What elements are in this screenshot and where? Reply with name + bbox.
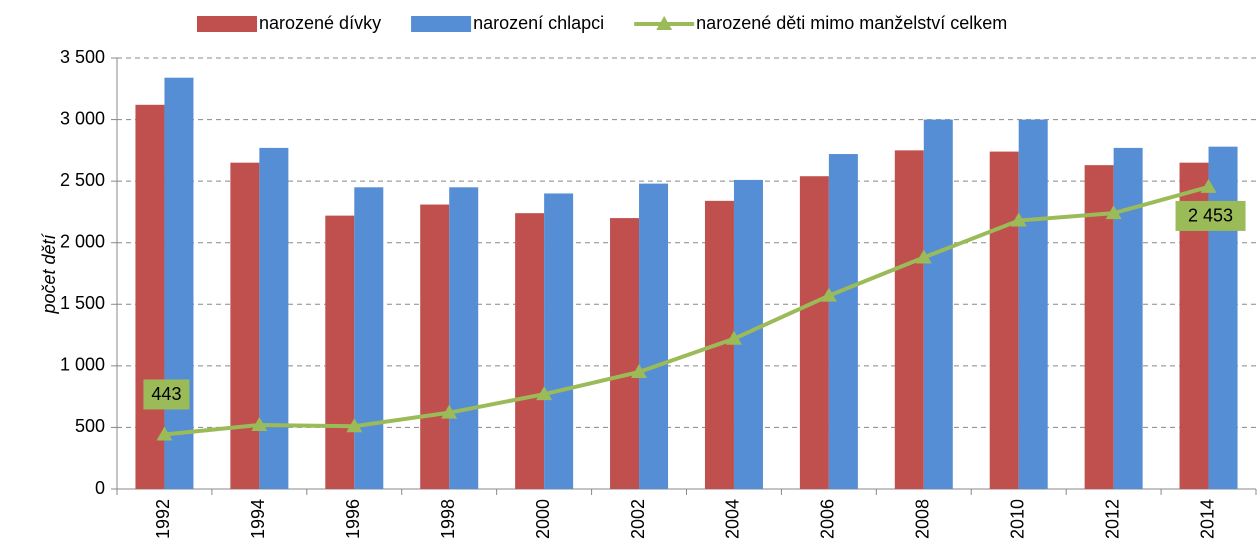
bar — [894, 150, 924, 489]
bar — [420, 204, 450, 490]
line-marker — [441, 404, 458, 419]
x-tick-label: 1994 — [248, 499, 268, 539]
line-marker — [915, 249, 932, 264]
y-tick-label: 500 — [75, 416, 105, 436]
bar — [1208, 146, 1238, 490]
bar — [799, 176, 829, 489]
legend-item: narozené děti mimo manželství celkem — [634, 13, 1007, 33]
x-tick-label: 2000 — [533, 499, 553, 539]
line-marker — [346, 418, 363, 433]
line-marker — [156, 426, 173, 441]
line-marker — [725, 330, 742, 345]
x-tick-label: 2012 — [1102, 499, 1122, 539]
y-tick-label: 2 000 — [60, 231, 105, 251]
y-tick-label: 1 000 — [60, 355, 105, 375]
legend-item: narození chlapci — [411, 13, 604, 33]
x-tick-label: 2014 — [1197, 499, 1217, 539]
x-tick-label: 2010 — [1007, 499, 1027, 539]
bar — [135, 104, 165, 490]
x-tick-label: 2004 — [723, 499, 743, 539]
legend-label: narozené dívky — [259, 13, 381, 33]
x-tick-label: 1992 — [153, 499, 173, 539]
bar — [733, 179, 763, 489]
bar — [449, 187, 479, 490]
line-marker — [1200, 178, 1217, 193]
data-label: 443 — [151, 384, 181, 404]
data-label: 2 453 — [1188, 206, 1233, 226]
legend-label: narození chlapci — [473, 13, 604, 33]
legend-marker — [656, 16, 673, 30]
bar — [1113, 147, 1143, 489]
bar — [989, 151, 1019, 490]
line-marker — [631, 364, 648, 379]
y-axis-label: počet dětí — [39, 232, 59, 314]
legend-swatch — [411, 16, 472, 32]
bar — [259, 147, 289, 489]
bar — [544, 193, 574, 489]
bar — [230, 162, 260, 489]
line-marker — [820, 287, 837, 302]
bar — [325, 215, 355, 489]
x-tick-label: 2002 — [628, 499, 648, 539]
x-tick-label: 2008 — [913, 499, 933, 539]
line-marker — [1105, 205, 1122, 220]
x-tick-label: 1996 — [343, 499, 363, 539]
line-marker — [536, 386, 553, 401]
data-label-box — [143, 379, 190, 410]
legend-label: narozené děti mimo manželství celkem — [696, 13, 1007, 33]
data-label-box — [1175, 200, 1246, 231]
bar — [1018, 119, 1048, 490]
bar — [610, 218, 640, 490]
legend-swatch — [197, 16, 257, 32]
x-tick-label: 1998 — [438, 499, 458, 539]
y-tick-label: 1 500 — [60, 293, 105, 313]
y-tick-label: 3 500 — [60, 47, 105, 67]
bar — [354, 187, 384, 490]
bar — [639, 183, 669, 489]
bar — [515, 213, 545, 489]
x-tick-label: 2006 — [818, 499, 838, 539]
line-marker — [251, 416, 268, 431]
y-tick-label: 0 — [95, 478, 105, 498]
line — [164, 185, 1210, 437]
bar — [923, 119, 953, 490]
bar — [164, 77, 194, 490]
y-tick-label: 3 000 — [60, 108, 105, 128]
bar — [828, 154, 858, 489]
y-tick-label: 2 500 — [60, 170, 105, 190]
legend-item: narozené dívky — [197, 13, 381, 33]
line-marker — [1010, 212, 1027, 227]
